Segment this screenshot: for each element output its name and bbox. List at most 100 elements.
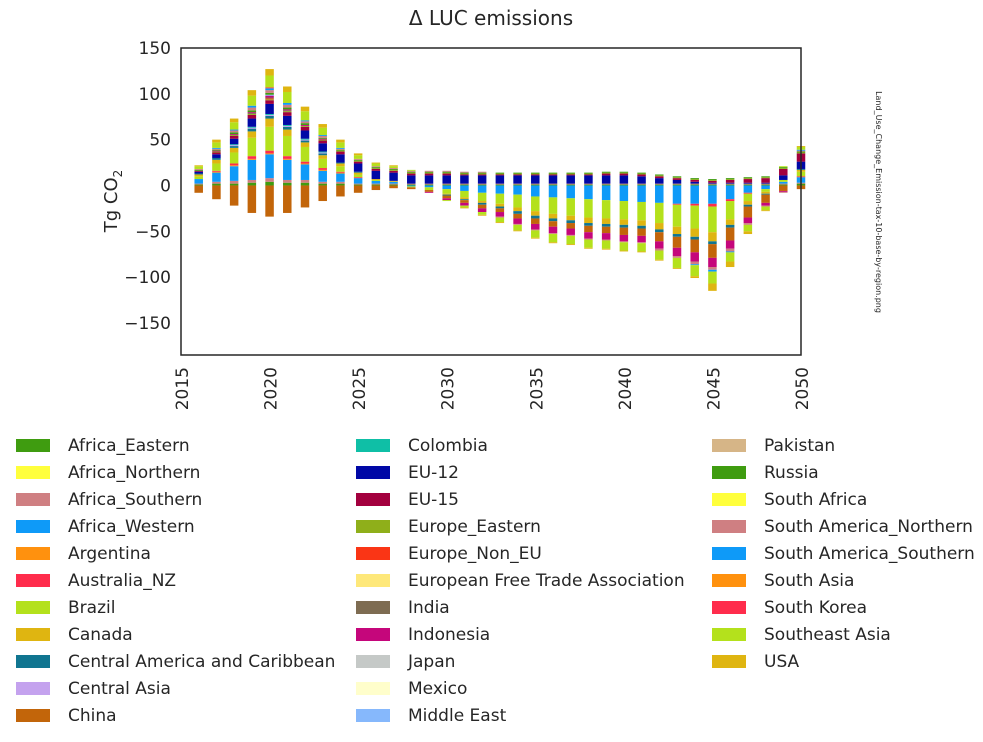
bar-segment <box>690 179 699 182</box>
bar-segment <box>513 173 522 175</box>
bar-segment <box>212 185 221 200</box>
bar-segment <box>655 232 664 242</box>
bar-segment <box>601 226 611 234</box>
legend-swatch <box>16 439 50 452</box>
bar-segment <box>495 193 505 204</box>
bar-segment <box>247 113 257 115</box>
bar-segment <box>761 189 770 192</box>
bar-segment <box>300 125 310 127</box>
bar-segment <box>477 208 487 213</box>
bar-segment <box>300 124 310 126</box>
bar-segment <box>265 92 274 95</box>
bar-segment <box>495 206 505 209</box>
bar-segment <box>619 183 629 185</box>
legend-swatch <box>356 709 390 722</box>
bar-segment <box>194 184 203 186</box>
bar-segment <box>407 187 416 190</box>
bar-segment <box>743 192 753 194</box>
bar-segment <box>318 155 327 159</box>
legend-swatch <box>16 493 50 506</box>
bar-segment <box>442 172 451 174</box>
bar-segment <box>265 114 274 116</box>
bar-segment <box>495 172 505 174</box>
legend-label: Argentina <box>68 543 151 564</box>
bar-segment <box>265 69 274 76</box>
bar-segment <box>708 232 717 242</box>
bar-segment <box>265 154 274 179</box>
bar-segment <box>761 176 770 178</box>
bar-segment <box>247 137 257 157</box>
bar-segment <box>708 180 717 183</box>
bar-segment <box>584 199 593 218</box>
legend-item: South America_Northern <box>712 513 975 540</box>
bar-segment <box>407 183 416 185</box>
bar-segment <box>690 183 699 185</box>
bar-segment <box>229 129 239 131</box>
bar-segment <box>743 224 753 232</box>
legend-swatch <box>712 547 746 560</box>
bar-segment <box>725 224 735 228</box>
bar-segment <box>619 227 629 235</box>
bar-segment <box>442 171 451 173</box>
bar-segment <box>318 135 327 136</box>
bar-segment <box>371 170 381 180</box>
legend-item: Central Asia <box>16 675 335 702</box>
legend-label: Europe_Non_EU <box>408 543 542 564</box>
plot-frame <box>180 47 802 356</box>
bar-segment <box>318 181 327 184</box>
bar-segment <box>601 185 611 201</box>
bar-segment <box>477 171 487 173</box>
bar-segment <box>194 169 203 171</box>
bar-segment <box>584 225 593 233</box>
bar-segment <box>229 145 239 147</box>
bar-segment <box>743 179 753 183</box>
bar-segment <box>779 181 788 184</box>
bar-segment <box>318 127 327 136</box>
bar-segment <box>690 276 699 279</box>
y-axis-label: Tg CO2 <box>101 170 125 234</box>
bar-segment <box>247 131 257 138</box>
bar-segment <box>283 109 292 111</box>
bar-segment <box>513 172 522 174</box>
bar-segment <box>389 184 398 186</box>
bar-segment <box>407 184 416 186</box>
bar-segment <box>353 159 363 161</box>
bar-segment <box>477 201 487 203</box>
bar-segment <box>531 172 540 174</box>
bar-segment <box>619 172 629 174</box>
bar-segment <box>690 179 699 180</box>
bar-segment <box>283 107 292 110</box>
legend-swatch <box>712 466 746 479</box>
bar-segment <box>655 223 664 230</box>
bar-segment <box>725 184 735 186</box>
bar-segment <box>283 102 292 105</box>
bar-segment <box>300 111 310 121</box>
bar-segment <box>265 103 274 114</box>
bar-segment <box>584 238 593 240</box>
bar-segment <box>725 183 735 185</box>
x-tick-label: 2040 <box>616 367 636 410</box>
bar-segment <box>353 171 363 173</box>
bar-segment <box>477 185 487 193</box>
legend-label: Russia <box>764 462 819 483</box>
bar-segment <box>725 261 735 268</box>
bar-segment <box>389 172 398 181</box>
bar-segment <box>708 183 717 185</box>
bar-segment <box>655 248 664 251</box>
bar-segment <box>655 178 664 184</box>
bar-segment <box>460 183 469 185</box>
y-axis-label-subscript: 2 <box>111 170 125 178</box>
legend-swatch <box>16 601 50 614</box>
bar-segment <box>566 184 575 186</box>
bar-segment <box>584 232 593 239</box>
bar-segment <box>495 183 505 185</box>
legend-swatch <box>16 682 50 695</box>
bar-segment <box>442 189 451 194</box>
bar-segment <box>442 175 451 184</box>
bar-segment <box>495 174 505 176</box>
bar-segment <box>247 95 257 106</box>
bar-segment <box>708 184 717 186</box>
bar-segment <box>353 174 363 178</box>
bar-segment <box>283 185 292 213</box>
bar-segment <box>318 124 327 128</box>
